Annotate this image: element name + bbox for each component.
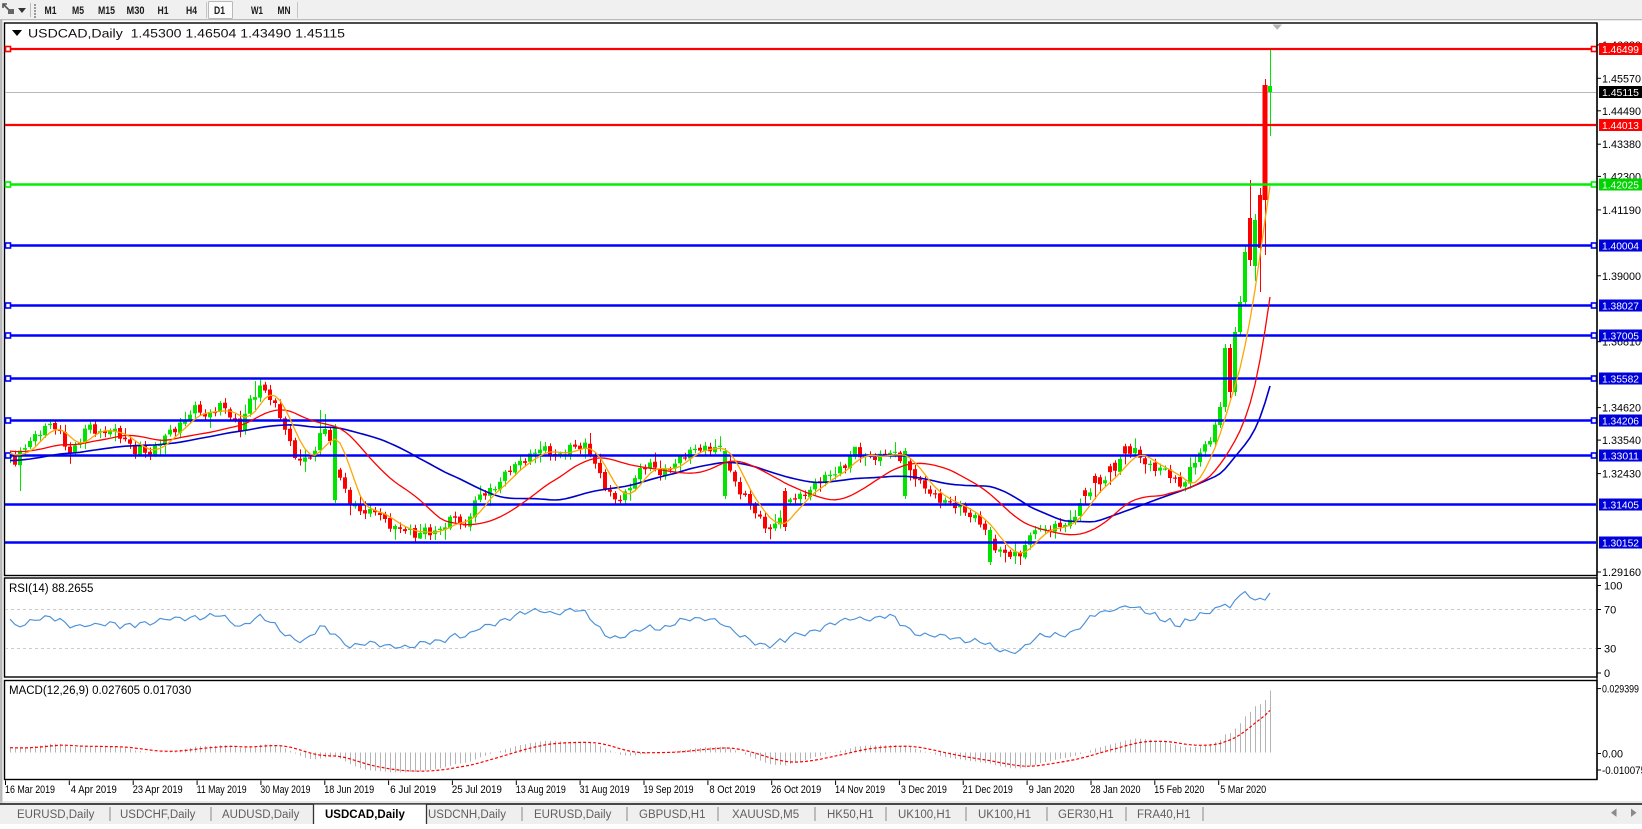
svg-text:5 Mar 2020: 5 Mar 2020 [1220, 784, 1266, 796]
svg-text:1.34620: 1.34620 [1602, 403, 1641, 415]
svg-text:1.33011: 1.33011 [1602, 451, 1639, 463]
svg-text:FRA40,H1: FRA40,H1 [1137, 809, 1191, 821]
svg-text:USDCAD,Daily: USDCAD,Daily [325, 809, 405, 821]
svg-text:1.42025: 1.42025 [1602, 180, 1639, 192]
svg-text:23 Apr 2019: 23 Apr 2019 [133, 784, 183, 796]
svg-text:0.029399: 0.029399 [1602, 684, 1639, 696]
svg-text:GBPUSD,H1: GBPUSD,H1 [639, 809, 705, 821]
svg-text:-0.010075: -0.010075 [1602, 765, 1642, 777]
svg-text:30: 30 [1604, 644, 1616, 656]
svg-text:4 Apr 2019: 4 Apr 2019 [71, 784, 117, 796]
svg-text:D1: D1 [214, 5, 225, 17]
svg-text:1.30152: 1.30152 [1602, 538, 1639, 550]
svg-text:1.34206: 1.34206 [1602, 416, 1639, 428]
svg-text:W1: W1 [251, 5, 263, 17]
svg-text:M1: M1 [45, 5, 57, 17]
svg-text:28 Jan 2020: 28 Jan 2020 [1091, 784, 1141, 796]
svg-text:M5: M5 [72, 5, 84, 17]
svg-text:16 Mar 2019: 16 Mar 2019 [5, 784, 55, 796]
svg-text:6 Jul 2019: 6 Jul 2019 [390, 784, 436, 796]
svg-text:UK100,H1: UK100,H1 [898, 809, 951, 821]
svg-text:1.46499: 1.46499 [1602, 44, 1639, 56]
svg-text:EURUSD,Daily: EURUSD,Daily [17, 809, 95, 821]
svg-text:H1: H1 [158, 5, 169, 17]
svg-text:8 Oct 2019: 8 Oct 2019 [709, 784, 755, 796]
svg-text:1.38027: 1.38027 [1602, 301, 1639, 313]
svg-text:EURUSD,Daily: EURUSD,Daily [534, 809, 612, 821]
svg-text:14 Nov 2019: 14 Nov 2019 [835, 784, 885, 796]
svg-text:15 Feb 2020: 15 Feb 2020 [1154, 784, 1204, 796]
svg-text:M30: M30 [127, 5, 145, 17]
svg-text:13 Aug 2019: 13 Aug 2019 [516, 784, 566, 796]
svg-text:9 Jan 2020: 9 Jan 2020 [1029, 784, 1075, 796]
svg-text:0.00: 0.00 [1602, 749, 1623, 761]
svg-text:1.44490: 1.44490 [1602, 106, 1641, 118]
svg-text:1.44013: 1.44013 [1602, 120, 1639, 132]
svg-text:AUDUSD,Daily: AUDUSD,Daily [222, 809, 300, 821]
svg-text:1.39000: 1.39000 [1602, 271, 1641, 283]
svg-text:100: 100 [1604, 581, 1622, 593]
svg-text:USDCNH,Daily: USDCNH,Daily [428, 809, 506, 821]
svg-text:MACD(12,26,9) 0.027605 0.01703: MACD(12,26,9) 0.027605 0.017030 [9, 685, 191, 697]
svg-text:1.40004: 1.40004 [1602, 241, 1639, 253]
svg-text:26 Oct 2019: 26 Oct 2019 [771, 784, 821, 796]
svg-text:H4: H4 [186, 5, 198, 17]
svg-text:1.33540: 1.33540 [1602, 435, 1641, 447]
svg-text:19 Sep 2019: 19 Sep 2019 [644, 784, 694, 796]
svg-text:XAUUSD,M5: XAUUSD,M5 [732, 809, 799, 821]
svg-text:GER30,H1: GER30,H1 [1058, 809, 1114, 821]
svg-text:21 Dec 2019: 21 Dec 2019 [963, 784, 1013, 796]
svg-text:1.32430: 1.32430 [1602, 469, 1641, 481]
svg-text:1.43380: 1.43380 [1602, 139, 1641, 151]
svg-text:18 Jun 2019: 18 Jun 2019 [324, 784, 374, 796]
svg-text:HK50,H1: HK50,H1 [827, 809, 874, 821]
svg-text:1.45570: 1.45570 [1602, 73, 1641, 85]
svg-text:RSI(14) 88.2655: RSI(14) 88.2655 [9, 583, 93, 595]
svg-text:3 Dec 2019: 3 Dec 2019 [901, 784, 947, 796]
svg-text:31 Aug 2019: 31 Aug 2019 [580, 784, 630, 796]
svg-text:1.41190: 1.41190 [1602, 205, 1641, 217]
svg-text:11 May 2019: 11 May 2019 [197, 784, 247, 796]
svg-text:USDCHF,Daily: USDCHF,Daily [120, 809, 196, 821]
svg-text:1.37005: 1.37005 [1602, 331, 1639, 343]
svg-text:USDCAD,Daily 1.45300 1.46504: USDCAD,Daily 1.45300 1.46504 1.43490 1.4… [28, 29, 345, 41]
svg-text:1.35582: 1.35582 [1602, 374, 1639, 386]
svg-text:30 May 2019: 30 May 2019 [260, 784, 310, 796]
svg-text:25 Jul 2019: 25 Jul 2019 [452, 784, 502, 796]
svg-text:70: 70 [1604, 605, 1616, 617]
svg-text:MN: MN [278, 5, 291, 17]
svg-text:1.29160: 1.29160 [1602, 567, 1641, 579]
svg-text:1.45115: 1.45115 [1602, 87, 1639, 99]
svg-text:UK100,H1: UK100,H1 [978, 809, 1031, 821]
svg-text:0: 0 [1604, 668, 1610, 680]
svg-text:1.31405: 1.31405 [1602, 500, 1639, 512]
svg-text:M15: M15 [98, 5, 115, 17]
